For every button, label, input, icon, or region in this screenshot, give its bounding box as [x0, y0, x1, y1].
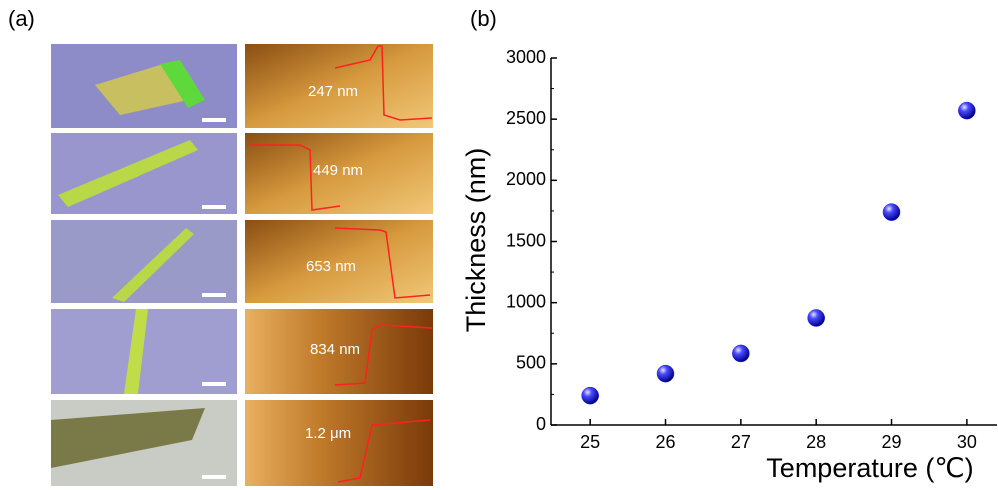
y-tick-label: 500 — [516, 353, 546, 373]
x-tick-label: 26 — [655, 432, 675, 452]
x-tick-label: 29 — [882, 432, 902, 452]
data-point — [581, 386, 599, 405]
y-axis-label: Thickness (nm) — [461, 148, 491, 333]
x-tick-label: 30 — [957, 432, 977, 452]
optical-images — [51, 44, 237, 486]
y-tick-label: 2000 — [506, 169, 546, 189]
image-label: 247 nm — [308, 83, 358, 100]
data-point — [882, 203, 901, 221]
x-tick-label: 27 — [731, 432, 751, 452]
y-tick-label: 2500 — [506, 108, 546, 128]
y-tick-label: 1000 — [506, 291, 546, 311]
y-tick-label: 3000 — [506, 47, 546, 67]
data-point — [732, 344, 750, 363]
image-label: 653 nm — [306, 258, 356, 275]
panel-label: (b) — [470, 6, 497, 31]
afm-images — [245, 44, 433, 486]
y-tick-label: 1500 — [506, 230, 546, 250]
x-tick-label: 28 — [806, 432, 826, 452]
data-point — [958, 101, 976, 120]
y-tick-label: 0 — [536, 414, 546, 434]
data-point — [807, 309, 825, 327]
data-point — [656, 364, 675, 383]
x-axis-label: Temperature (℃) — [766, 453, 973, 483]
image-label: 834 nm — [310, 341, 360, 358]
image-label: 449 nm — [313, 162, 363, 179]
panel-label: (a) — [8, 6, 35, 31]
x-tick-label: 25 — [580, 432, 600, 452]
image-label: 1.2 μm — [305, 425, 351, 442]
